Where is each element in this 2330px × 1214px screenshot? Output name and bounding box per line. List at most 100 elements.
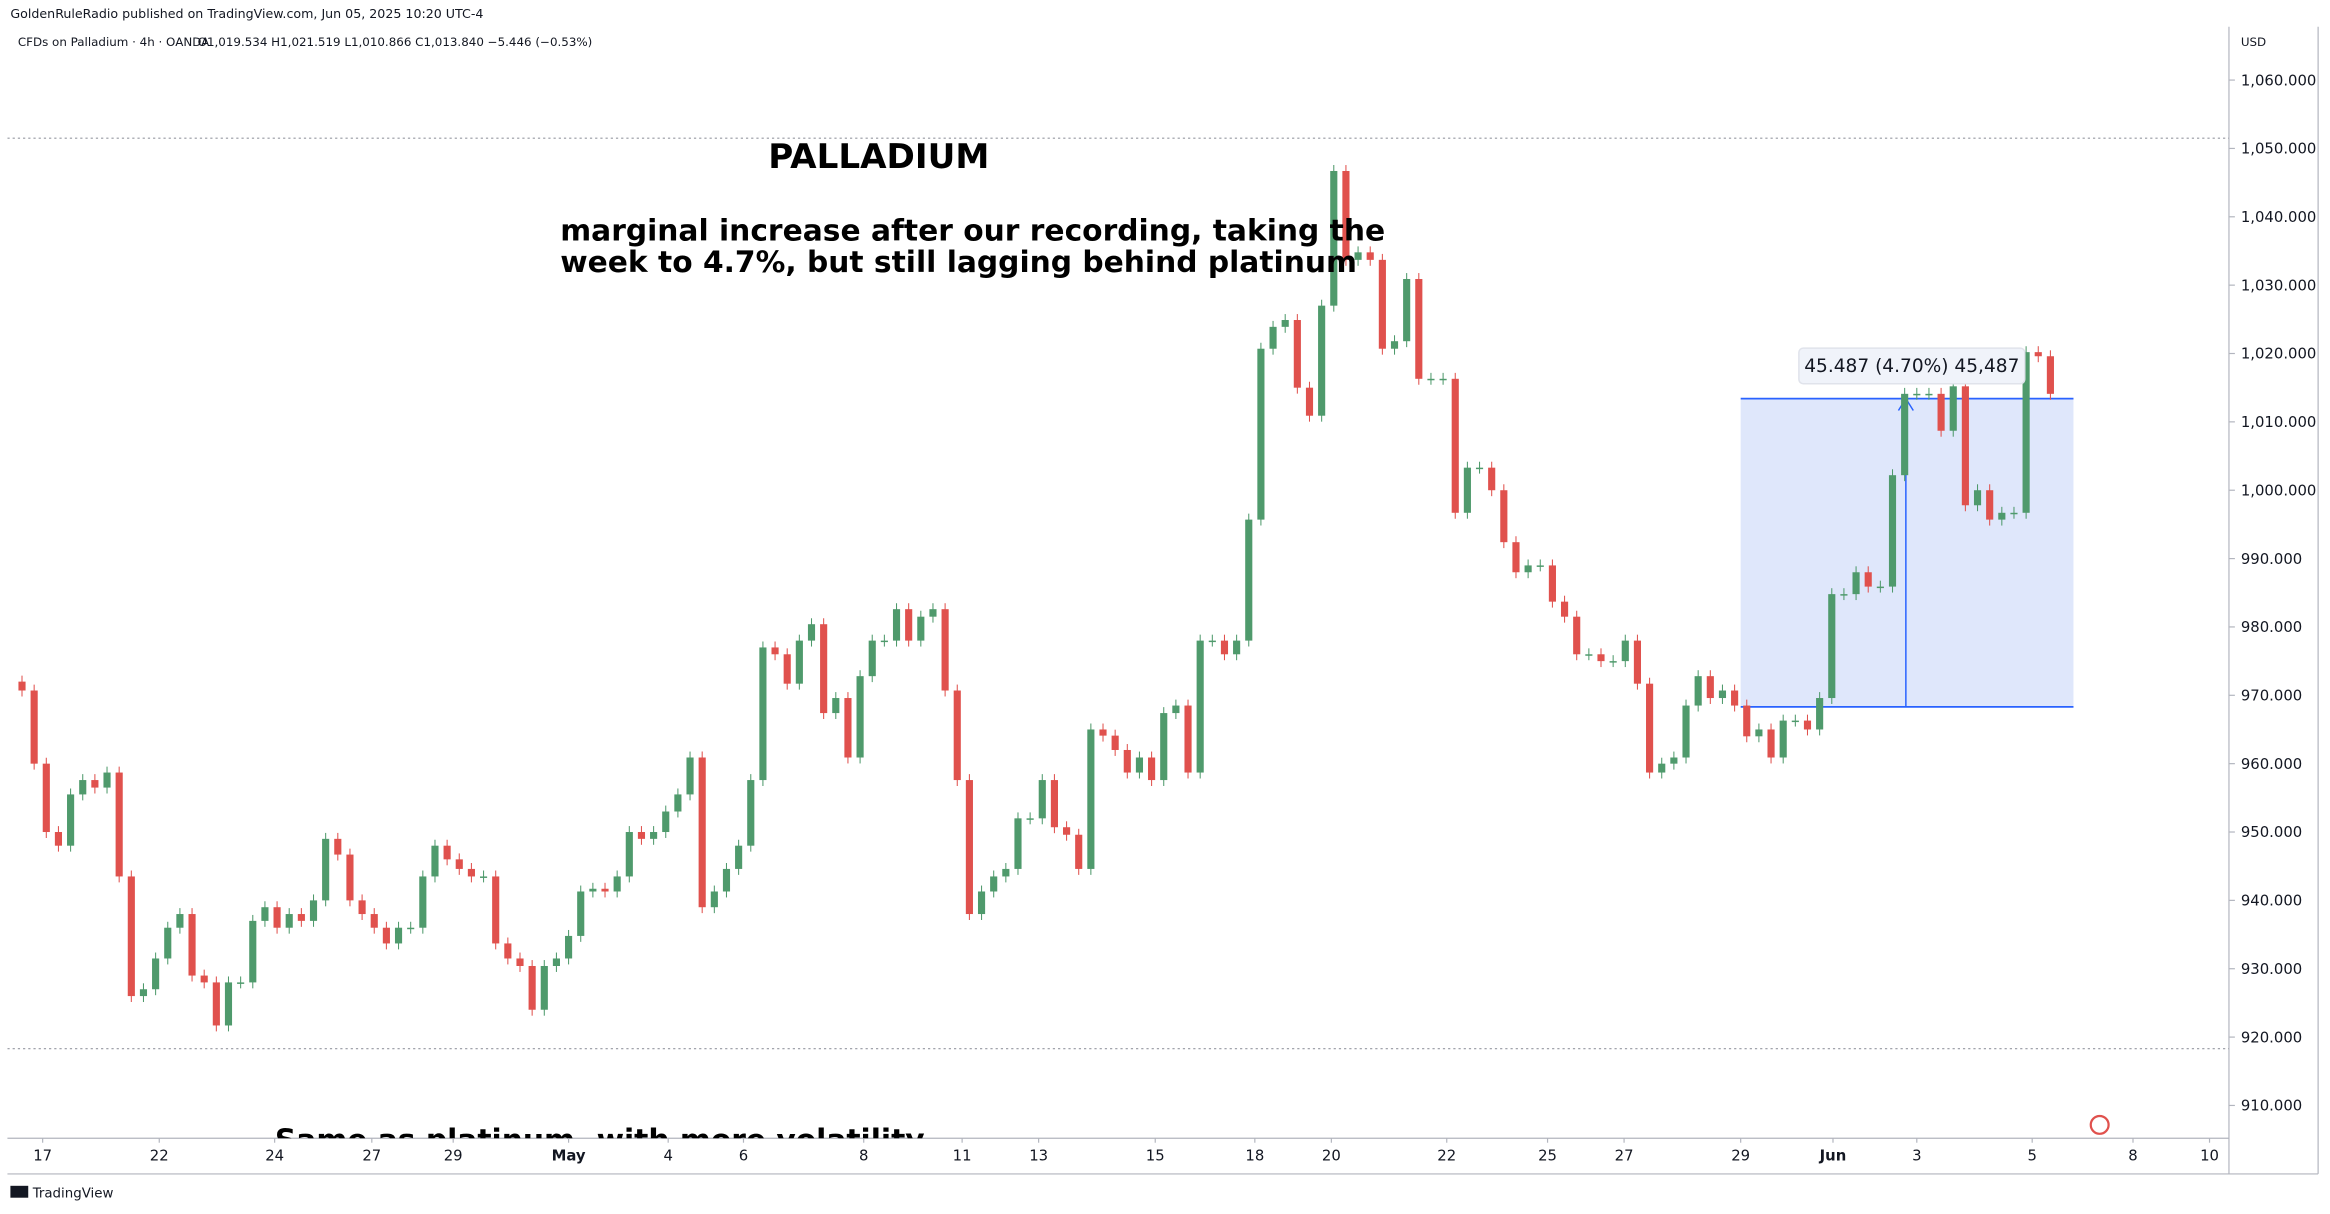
candle-body [1986,490,1994,520]
candle-body [1597,654,1605,662]
candle-body [1257,348,1265,520]
candle-body [1427,378,1435,381]
candle-body [1245,519,1253,641]
candle-body [1536,565,1544,567]
candle-body [1621,640,1629,662]
x-tick-label: 18 [1245,1147,1264,1165]
candle-body [1779,720,1787,758]
candle-body [79,780,87,795]
candle-body [892,609,901,641]
candle-body [820,624,828,714]
candle-body [686,757,694,795]
candle-body [1585,654,1593,656]
candle-body [237,982,245,984]
candle-body [1099,729,1107,736]
candle-body [1961,386,1969,506]
candle-body [1014,818,1022,869]
candle-body [370,914,378,928]
candle-body [249,920,257,983]
axes: 910.000 920.000 930.000 940.000 950.000 960.0… [33,71,2316,1164]
currency: USD [2241,35,2266,49]
x-tick-label: 17 [33,1147,52,1165]
candle-body [152,958,160,990]
candle-body [1500,490,1508,543]
candle-body [528,965,536,1010]
candle-body [856,676,864,758]
candle-body [1002,868,1010,877]
candle-body [273,907,281,928]
x-tick-label: 22 [150,1147,169,1165]
candle-body [1706,676,1714,699]
candle-body [807,624,816,641]
plot: 45.487 (4.70%) 45,487 PALLADIUM marginal i… [7,137,2229,1138]
candle-body [2034,352,2042,357]
candle-body [1087,729,1095,869]
candle-body [1366,252,1374,260]
candle-body [54,832,63,846]
candle-body [1135,757,1144,773]
candle-body [42,763,50,833]
candle-body [722,868,731,892]
candle-body [1063,827,1071,835]
x-tick-label: 5 [2027,1147,2036,1165]
candle-body [516,958,524,966]
candle-body [1293,320,1301,388]
x-tick-label: 13 [1029,1147,1048,1165]
candle-body [1269,326,1277,349]
candle-body [1318,305,1326,416]
y-tick-label: 940.000 [2241,892,2302,910]
candle-body [261,907,269,921]
candle-body [1767,729,1775,758]
candle-body [1573,616,1581,655]
candle-body [977,891,986,915]
candle-body [2046,356,2054,394]
candle-body [382,927,390,944]
candle-body [1816,698,1824,730]
y-tick-label: 1,060.000 [2241,71,2317,89]
candle-body [1123,749,1131,773]
candle-body [1901,393,1909,476]
candle-body [1937,393,1945,431]
candle-body [589,888,597,892]
candle-body [431,845,439,877]
candle-body [1220,640,1229,655]
candle-body [492,876,500,944]
candle-body [1403,278,1411,342]
candle-body [334,838,342,855]
x-tick-label: 20 [1322,1147,1341,1165]
candle-body [1791,720,1799,723]
candle-body [965,780,973,915]
annotation-text: marginal increase after our recording, t… [560,214,1385,249]
candle-body [783,654,791,684]
candle-body [200,975,208,983]
candle-body [212,982,220,1026]
candle-body [1864,572,1872,587]
candle-body [2010,512,2018,515]
candle-body [613,876,621,892]
candle-body [1731,690,1739,706]
candle-body [953,690,961,781]
x-tick-label: 27 [362,1147,381,1165]
candle-body [115,772,123,877]
publisher: GoldenRuleRadio published on TradingView… [10,6,483,21]
candle-body [905,609,913,641]
candle-body [1439,378,1447,381]
candle-body [1548,565,1556,602]
y-tick-label: 910.000 [2241,1097,2302,1115]
candle-body [467,868,475,877]
candle-body [1512,542,1520,573]
candle-body [1196,640,1204,773]
candle-body [698,757,706,908]
candle-body [880,640,888,643]
candle-body [176,914,184,928]
y-tick-label: 960.000 [2241,755,2302,773]
candle-body [67,794,75,846]
candle-body [309,900,318,921]
candle-body [601,888,609,892]
candle-body [285,914,293,928]
candle-body [1755,729,1763,737]
candle-body [1633,640,1642,684]
candle-body [1050,780,1058,828]
candle-body [1305,387,1314,416]
candle-body [844,698,852,758]
